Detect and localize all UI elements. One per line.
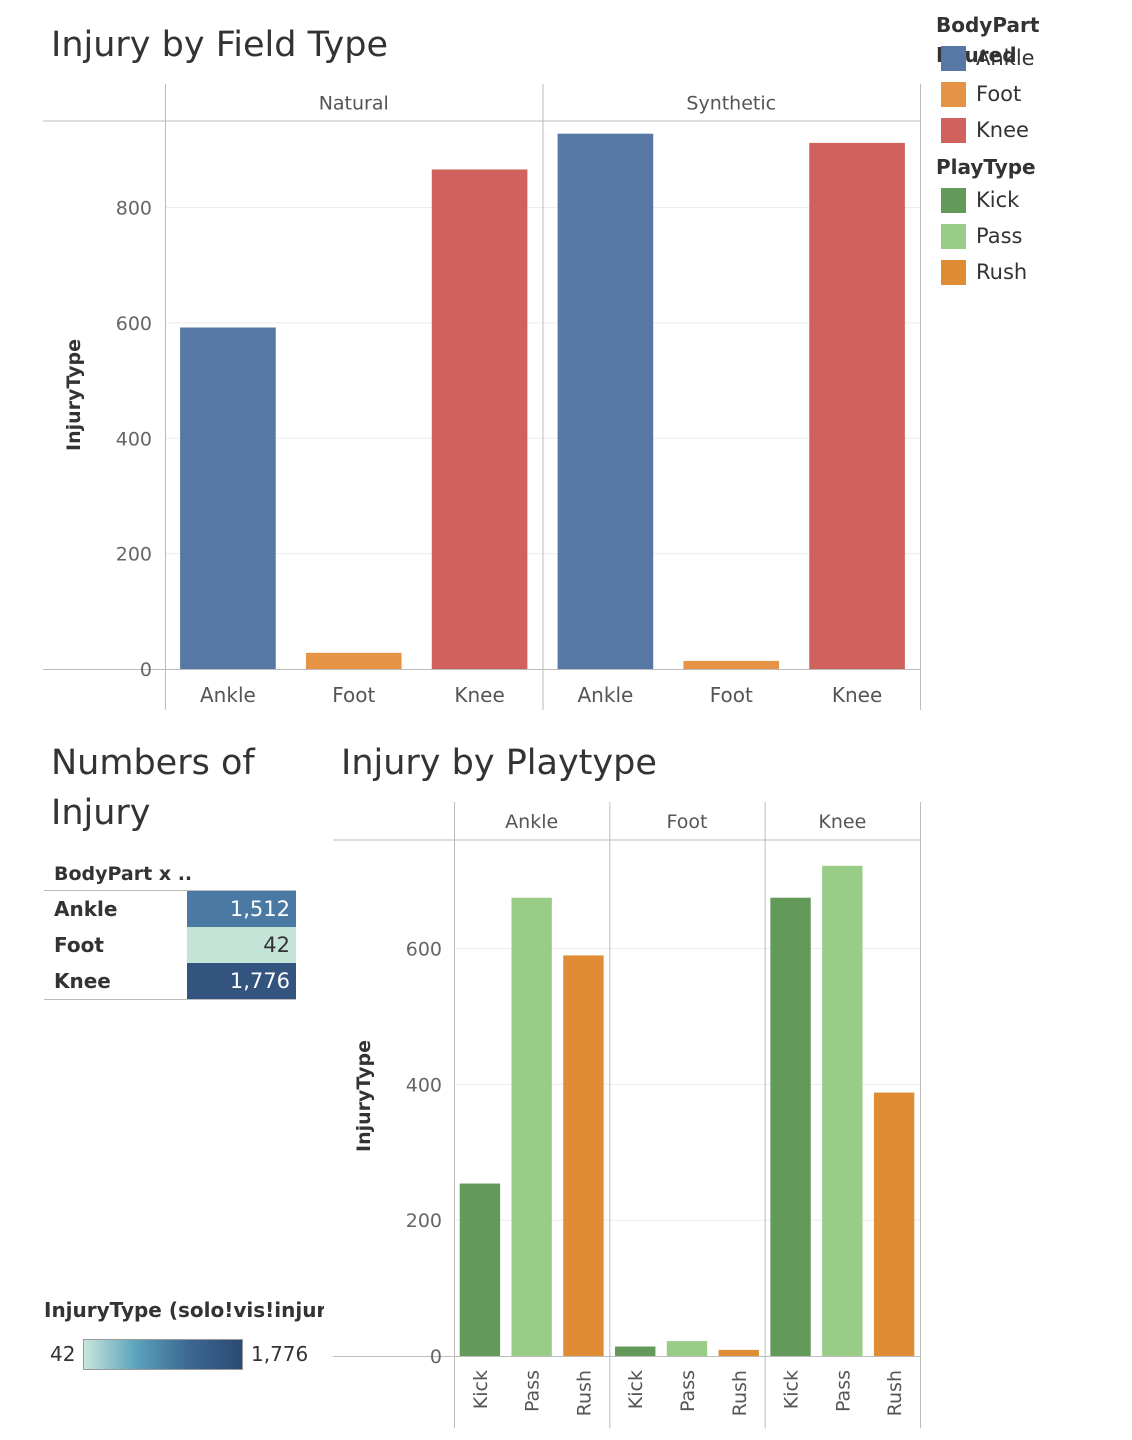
legend-swatch	[941, 223, 966, 249]
row-label: Foot	[54, 933, 104, 957]
legend-group-bodypart: BodyPart Injured Ankle Foot Knee	[936, 10, 1126, 148]
row-label: Ankle	[54, 897, 118, 921]
field-type-chart: 0 200 400 600 800 InjuryType Natural Ankle Foot K…	[43, 84, 921, 710]
x-tick-label: Pass	[832, 1370, 854, 1412]
panel-header: Ankle	[505, 811, 558, 833]
y-tick-label: 400	[116, 428, 152, 450]
bar-knee-rush	[873, 1092, 915, 1356]
bar-ankle-rush	[563, 955, 604, 1356]
numbers-table: BodyPart x .. Ankle 1,512 Foot 42 Knee 1…	[44, 856, 296, 1000]
legend-label: Rush	[976, 260, 1028, 284]
legend-swatch	[941, 45, 966, 71]
chart-title-numbers: Numbers of Injury	[51, 743, 255, 833]
chart-title-field-type: Injury by Field Type	[51, 25, 388, 65]
legend-item-rush[interactable]: Rush	[936, 254, 1126, 290]
x-tick-label: Kick	[625, 1370, 647, 1409]
bar-synthetic-foot	[683, 660, 780, 669]
legend-label: Ankle	[976, 46, 1035, 70]
legend-label: Kick	[976, 188, 1020, 212]
panel-header: Knee	[818, 811, 866, 833]
y-axis-label: InjuryType	[353, 1040, 375, 1152]
row-value: 1,512	[187, 891, 296, 927]
bar-natural-knee	[431, 169, 528, 669]
x-tick-label: Foot	[332, 683, 375, 707]
y-tick-label: 200	[406, 1210, 442, 1232]
x-tick-label: Pass	[522, 1370, 544, 1412]
legend-group-playtype: PlayType Kick Pass Rush	[936, 152, 1126, 290]
bar-natural-ankle	[180, 327, 276, 669]
legend-title-bodypart: BodyPart Injured	[936, 13, 1040, 67]
color-legend-title: InjuryType (solo!vis!injur...	[44, 1298, 324, 1322]
legend-title-playtype: PlayType	[936, 155, 1036, 179]
x-tick-label: Ankle	[578, 683, 634, 707]
legend-swatch	[941, 259, 966, 285]
legend-swatch	[941, 117, 966, 143]
panel-header: Synthetic	[686, 93, 776, 115]
playtype-chart: 0 200 400 600 InjuryType Ankle Kick Pass Rush Foo…	[333, 802, 921, 1428]
x-tick-label: Kick	[470, 1370, 492, 1409]
bar-natural-foot	[305, 652, 402, 669]
y-tick-label: 0	[430, 1346, 442, 1368]
panel-header: Foot	[667, 811, 708, 833]
bar-foot-rush	[718, 1349, 759, 1356]
x-tick-label: Pass	[677, 1370, 699, 1412]
bar-ankle-kick	[459, 1183, 501, 1356]
table-row[interactable]: Ankle 1,512	[44, 891, 296, 927]
x-tick-label: Rush	[573, 1370, 595, 1416]
legend-item-pass[interactable]: Pass	[936, 218, 1126, 254]
legend-label: Pass	[976, 224, 1023, 248]
legend-swatch	[941, 81, 966, 107]
y-tick-label: 600	[116, 313, 152, 335]
legend-item-ankle[interactable]: Ankle	[936, 40, 1126, 76]
bar-synthetic-knee	[809, 142, 905, 670]
x-tick-label: Rush	[729, 1370, 751, 1416]
bar-ankle-pass	[511, 897, 552, 1356]
bar-synthetic-ankle	[557, 133, 654, 669]
x-tick-label: Knee	[454, 683, 504, 707]
legend-item-knee[interactable]: Knee	[936, 112, 1126, 148]
table-row[interactable]: Foot 42	[44, 927, 296, 963]
color-legend-min: 42	[50, 1342, 76, 1366]
legend-item-kick[interactable]: Kick	[936, 182, 1126, 218]
y-axis-label: InjuryType	[63, 339, 85, 451]
x-tick-label: Rush	[884, 1370, 906, 1416]
y-tick-label: 600	[406, 939, 442, 961]
x-tick-label: Foot	[710, 683, 753, 707]
chart-title-playtype: Injury by Playtype	[341, 743, 657, 783]
legend: BodyPart Injured Ankle Foot Knee PlayTyp…	[936, 10, 1126, 290]
row-label: Knee	[54, 969, 111, 993]
bar-knee-kick	[770, 897, 811, 1356]
y-tick-label: 200	[116, 544, 152, 566]
y-tick-label: 400	[406, 1074, 442, 1096]
x-tick-label: Kick	[781, 1370, 803, 1409]
row-value: 42	[187, 927, 296, 963]
table-bottom-rule	[44, 999, 296, 1000]
legend-item-foot[interactable]: Foot	[936, 76, 1126, 112]
table-row[interactable]: Knee 1,776	[44, 963, 296, 999]
x-tick-label: Ankle	[200, 683, 256, 707]
legend-swatch	[941, 187, 966, 213]
legend-label: Knee	[976, 118, 1029, 142]
row-value: 1,776	[187, 963, 296, 999]
bar-foot-kick	[615, 1346, 656, 1356]
x-tick-label: Knee	[832, 683, 882, 707]
bar-knee-pass	[822, 865, 863, 1356]
y-tick-label: 800	[116, 198, 152, 220]
panel-header: Natural	[319, 93, 389, 115]
y-tick-label: 0	[140, 659, 152, 681]
table-header: BodyPart x ..	[44, 856, 296, 891]
bar-foot-pass	[666, 1341, 708, 1356]
legend-label: Foot	[976, 82, 1022, 106]
color-legend-gradient	[83, 1339, 243, 1370]
color-legend-max: 1,776	[251, 1342, 309, 1366]
